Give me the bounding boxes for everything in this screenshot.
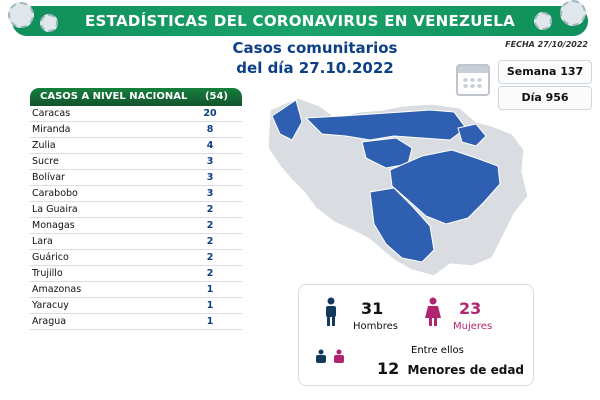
date-label: FECHA 27/10/2022 (505, 40, 588, 49)
table-row: Bolívar 3 (30, 170, 242, 186)
map-highlight-amazonas (369, 187, 435, 263)
state-name: Bolívar (32, 172, 65, 183)
case-count: 2 (206, 252, 214, 263)
table-row: Sucre 3 (30, 154, 242, 170)
case-count: 8 (206, 124, 214, 135)
venezuela-map (267, 97, 529, 277)
case-count: 1 (206, 316, 214, 327)
table-header: CASOS A NIVEL NACIONAL (54) (30, 88, 242, 106)
state-name: Caracas (32, 108, 71, 119)
week-badge: Semana 137 (498, 60, 592, 84)
virus-icon (40, 14, 58, 32)
subtitle: Casos comunitarios del día 27.10.2022 (210, 38, 420, 78)
state-name: Yaracuy (32, 300, 69, 311)
case-count: 2 (206, 220, 214, 231)
table-row: Miranda 8 (30, 122, 242, 138)
state-name: Trujillo (32, 268, 63, 279)
cases-table: CASOS A NIVEL NACIONAL (54) Caracas 20 Mir… (30, 88, 242, 330)
minors-count: 12 (377, 359, 400, 378)
woman-icon (425, 297, 441, 326)
table-row: Aragua 1 (30, 314, 242, 330)
table-row: Caracas 20 (30, 106, 242, 122)
table-row: La Guaira 2 (30, 202, 242, 218)
among-label: Entre ellos (411, 345, 464, 356)
minors-label: Menores de edad (407, 363, 525, 377)
virus-icon (534, 12, 552, 30)
day-badge: Día 956 (498, 86, 592, 110)
women-count: 23 (459, 299, 482, 318)
state-name: Lara (32, 236, 53, 247)
table-body: Caracas 20 Miranda 8 Zulia 4 Sucre 3 Bolívar 3 Car… (30, 106, 242, 330)
case-count: 3 (206, 156, 214, 167)
table-row: Yaracuy 1 (30, 298, 242, 314)
subtitle-line-1: Casos comunitarios (232, 39, 398, 57)
table-row: Zulia 4 (30, 138, 242, 154)
state-name: La Guaira (32, 204, 78, 215)
virus-icon (560, 0, 586, 26)
map-highlight-north-coast (304, 109, 467, 141)
subtitle-line-2: del día 27.10.2022 (236, 59, 394, 77)
state-name: Aragua (32, 316, 67, 327)
table-row: Carabobo 3 (30, 186, 242, 202)
map-highlight-monagas (457, 123, 487, 147)
table-row: Monagas 2 (30, 218, 242, 234)
title-banner: ESTADÍSTICAS DEL CORONAVIRUS EN VENEZUEL… (12, 6, 588, 36)
table-row: Amazonas 1 (30, 282, 242, 298)
virus-icon (8, 2, 34, 28)
minors-line: 12 Menores de edad (377, 359, 524, 378)
table-row: Trujillo 2 (30, 266, 242, 282)
case-count: 20 (203, 108, 217, 119)
case-count: 2 (206, 236, 214, 247)
table-total: (54) (204, 91, 228, 102)
map-highlight-bolivar (389, 149, 501, 225)
women-label: Mujeres (453, 321, 493, 332)
men-label: Hombres (353, 321, 398, 332)
state-name: Guárico (32, 252, 69, 263)
state-name: Zulia (32, 140, 56, 151)
table-row: Guárico 2 (30, 250, 242, 266)
case-count: 3 (206, 188, 214, 199)
state-name: Amazonas (32, 284, 82, 295)
minors-icon (316, 349, 344, 363)
page-title: ESTADÍSTICAS DEL CORONAVIRUS EN VENEZUEL… (84, 12, 516, 30)
map-highlight-zulia (271, 99, 303, 141)
table-title: CASOS A NIVEL NACIONAL (40, 91, 188, 102)
calendar-icon (456, 64, 490, 96)
state-name: Monagas (32, 220, 75, 231)
table-row: Lara 2 (30, 234, 242, 250)
case-count: 2 (206, 204, 214, 215)
case-count: 1 (206, 300, 214, 311)
case-count: 3 (206, 172, 214, 183)
case-count: 4 (206, 140, 214, 151)
man-icon (326, 297, 336, 326)
state-name: Miranda (32, 124, 71, 135)
case-count: 1 (206, 284, 214, 295)
state-name: Sucre (32, 156, 59, 167)
case-count: 2 (206, 268, 214, 279)
demographics-panel: 31 Hombres 23 Mujeres Entre ellos 12 Men… (298, 284, 534, 386)
men-count: 31 (361, 299, 384, 318)
state-name: Carabobo (32, 188, 78, 199)
